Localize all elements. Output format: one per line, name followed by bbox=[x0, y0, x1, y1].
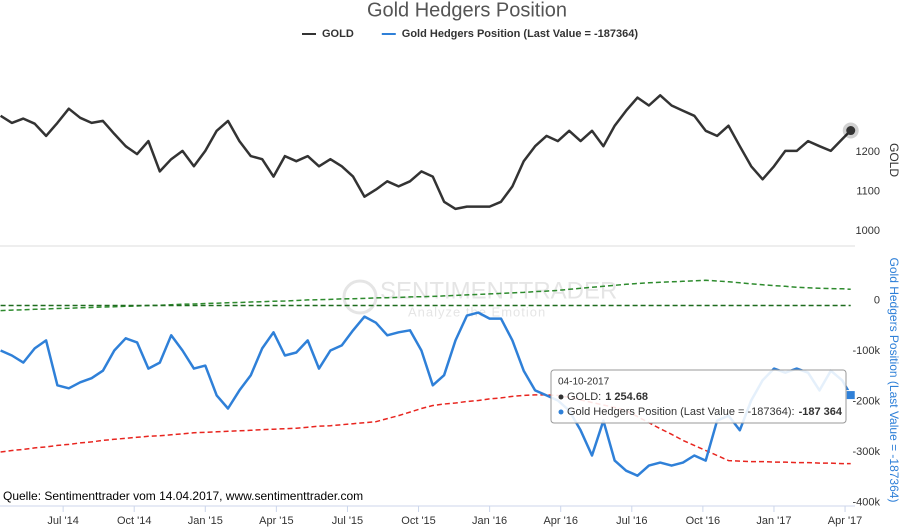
y-tick-label: 0 bbox=[874, 294, 880, 306]
y-tick-label: -100k bbox=[852, 345, 880, 357]
y-tick-label: 1200 bbox=[856, 146, 880, 158]
watermark-logo bbox=[342, 279, 378, 315]
y-tick-label: 1000 bbox=[856, 225, 880, 237]
tooltip-bullet bbox=[558, 394, 564, 400]
tooltip-bullet bbox=[558, 409, 564, 415]
y-tick-label: 1100 bbox=[856, 185, 880, 197]
x-tick-label: Jul '16 bbox=[616, 515, 647, 527]
tooltip-row: GOLD: 1 254.68 bbox=[567, 391, 648, 403]
x-tick-label: Jan '16 bbox=[472, 515, 507, 527]
x-tick-label: Oct '16 bbox=[686, 515, 721, 527]
x-tick-label: Oct '14 bbox=[117, 515, 152, 527]
x-tick-label: Apr '15 bbox=[259, 515, 294, 527]
y-tick-label: -300k bbox=[852, 446, 880, 458]
tooltip-date: 04-10-2017 bbox=[558, 377, 610, 388]
y-tick-label: -200k bbox=[852, 395, 880, 407]
last-point bbox=[845, 390, 856, 401]
tooltip-label: GOLD: bbox=[567, 391, 601, 403]
tooltip: 04-10-2017 GOLD: 1 254.68 Gold Hedgers Posi… bbox=[550, 369, 847, 424]
source-note: Quelle: Sentimenttrader vom 14.04.2017, … bbox=[3, 489, 363, 503]
x-tick-label: Apr '17 bbox=[828, 515, 863, 527]
y-axis-title: GOLD bbox=[887, 143, 900, 177]
band-line bbox=[0, 279, 851, 312]
tooltip-value: -187 364 bbox=[799, 406, 843, 418]
legend-label: Gold Hedgers Position (Last Value = -187… bbox=[402, 28, 639, 40]
x-tick-label: Jan '15 bbox=[188, 515, 223, 527]
x-tick-label: Jan '17 bbox=[756, 515, 791, 527]
y-axis-title: Gold Hedgers Position (Last Value = -187… bbox=[887, 258, 900, 503]
watermark-brand: SENTIMENTTRADER bbox=[380, 277, 617, 304]
tooltip-box bbox=[550, 369, 847, 424]
x-tick-label: Apr '16 bbox=[543, 515, 578, 527]
y-tick-label: -400k bbox=[852, 496, 880, 508]
legend-label: GOLD bbox=[322, 28, 354, 40]
tooltip-value: 1 254.68 bbox=[605, 391, 648, 403]
last-point bbox=[846, 126, 856, 136]
x-tick-label: Jul '14 bbox=[47, 515, 78, 527]
chart-title: Gold Hedgers Position bbox=[367, 0, 567, 21]
x-tick-label: Oct '15 bbox=[401, 515, 436, 527]
x-tick-label: Jul '15 bbox=[332, 515, 363, 527]
series-line bbox=[0, 94, 852, 211]
legend: GOLD Gold Hedgers Position (Last Value = … bbox=[302, 28, 638, 40]
tooltip-row: Gold Hedgers Position (Last Value = -187… bbox=[567, 406, 843, 418]
series-line bbox=[0, 311, 852, 477]
tooltip-label: Gold Hedgers Position (Last Value = -187… bbox=[567, 406, 795, 418]
